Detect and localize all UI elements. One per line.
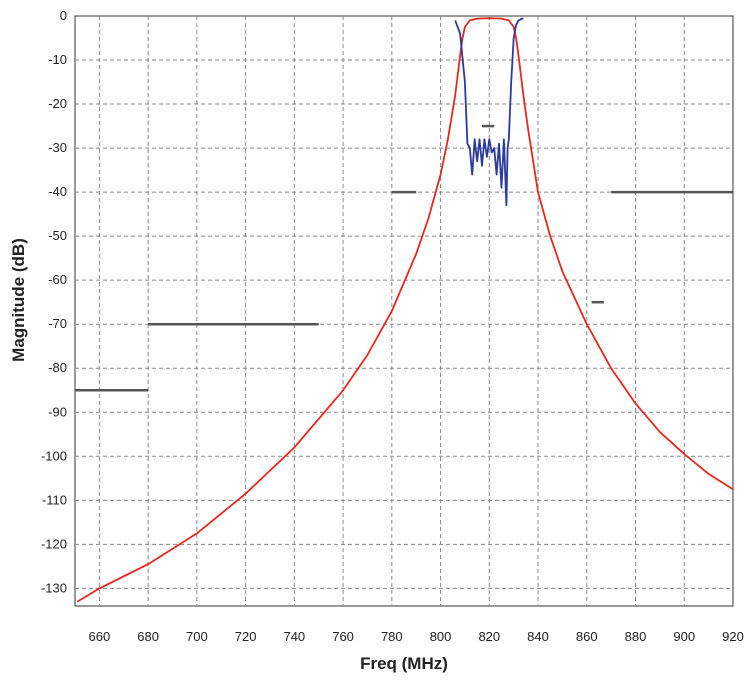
x-tick-labels: 660 680 700 720 740 760 780 800 820 840 860 880 900 9… [89, 629, 744, 644]
x-tick-label: 720 [235, 629, 257, 644]
y-tick-label: -30 [48, 140, 67, 155]
y-tick-label: -60 [48, 272, 67, 287]
y-tick-label: -100 [41, 448, 67, 463]
blue-response-curve [454, 17, 524, 207]
y-tick-label: -80 [48, 360, 67, 375]
y-tick-label: -130 [41, 580, 67, 595]
y-tick-label: -120 [41, 536, 67, 551]
x-tick-label: 800 [430, 629, 452, 644]
series-lines [76, 17, 734, 603]
y-tick-label: -20 [48, 96, 67, 111]
grid [75, 16, 733, 606]
y-tick-label: 0 [60, 8, 67, 23]
plot-area [74, 15, 734, 607]
x-tick-label: 700 [186, 629, 208, 644]
y-tick-label: -50 [48, 228, 67, 243]
x-axis-title: Freq (MHz) [360, 654, 448, 673]
x-tick-label: 780 [381, 629, 403, 644]
red-response-curve [76, 17, 734, 603]
y-tick-label: -110 [42, 492, 67, 507]
x-tick-label: 920 [722, 629, 744, 644]
y-axis-title: Magnitude (dB) [9, 238, 28, 362]
y-tick-label: -70 [48, 316, 67, 331]
x-tick-label: 740 [283, 629, 305, 644]
x-tick-label: 840 [527, 629, 549, 644]
x-tick-label: 660 [89, 629, 111, 644]
x-tick-label: 820 [478, 629, 500, 644]
mask-lines [75, 124, 733, 392]
y-tick-label: -10 [48, 52, 67, 67]
x-tick-label: 680 [137, 629, 159, 644]
x-tick-label: 860 [576, 629, 598, 644]
y-tick-labels: 0 -10 -20 -30 -40 -50 -60 -70 -80 -90 -100 -110 -120… [41, 8, 67, 595]
x-tick-label: 760 [332, 629, 354, 644]
x-tick-label: 880 [625, 629, 647, 644]
x-tick-label: 900 [673, 629, 695, 644]
y-tick-label: -90 [48, 404, 67, 419]
y-tick-label: -40 [48, 184, 67, 199]
